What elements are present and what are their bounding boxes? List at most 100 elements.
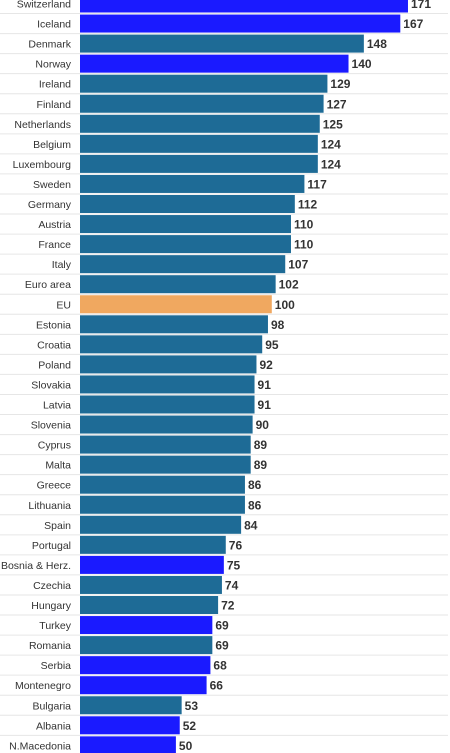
- category-label: N.Macedonia: [9, 740, 71, 752]
- value-label: 86: [248, 498, 262, 512]
- category-label: Czechia: [33, 580, 71, 592]
- bar: [80, 455, 251, 474]
- value-label: 74: [225, 578, 239, 592]
- category-label: Slovakia: [31, 379, 71, 391]
- grid-lines: [0, 13, 448, 736]
- category-label: Romania: [29, 640, 71, 652]
- category-label: Greece: [37, 480, 72, 492]
- value-label: 69: [215, 639, 229, 653]
- category-label: Austria: [38, 219, 71, 231]
- bar: [80, 235, 291, 254]
- category-label: EU: [56, 299, 71, 311]
- value-label: 110: [294, 238, 314, 252]
- bar: [80, 154, 318, 173]
- category-label: Germany: [28, 199, 72, 211]
- bar: [80, 134, 318, 153]
- category-label: Turkey: [39, 620, 71, 632]
- value-label: 68: [213, 659, 227, 673]
- category-label: France: [38, 239, 71, 251]
- bar: [80, 54, 349, 73]
- category-label: Poland: [38, 359, 71, 371]
- value-label: 117: [307, 177, 327, 191]
- value-label: 92: [259, 358, 273, 372]
- value-label: 127: [327, 97, 347, 111]
- category-label: Montenegro: [15, 680, 71, 692]
- value-label: 50: [179, 739, 193, 753]
- bar: [80, 114, 320, 133]
- category-label: Croatia: [37, 339, 71, 351]
- bar: [80, 636, 213, 655]
- bar: [80, 415, 253, 434]
- value-label: 90: [256, 418, 270, 432]
- bar: [80, 736, 176, 753]
- bar: [80, 174, 305, 193]
- bar: [80, 0, 408, 13]
- bar: [80, 575, 222, 594]
- bar: [80, 275, 276, 294]
- category-label: Slovenia: [31, 420, 71, 432]
- value-label: 91: [258, 398, 272, 412]
- bar: [80, 716, 180, 735]
- bar: [80, 335, 263, 354]
- bar: [80, 295, 272, 314]
- value-label: 89: [254, 458, 268, 472]
- labels: Switzerland 171 Iceland 167 Denmark 148 Norway…: [1, 0, 431, 753]
- bar: [80, 616, 213, 635]
- value-label: 124: [321, 137, 341, 151]
- category-label: Belgium: [33, 139, 71, 151]
- value-label: 102: [279, 278, 299, 292]
- value-label: 95: [265, 338, 279, 352]
- category-label: Albania: [36, 720, 71, 732]
- category-label: Serbia: [41, 660, 72, 672]
- category-label: Malta: [45, 460, 71, 472]
- bar: [80, 74, 328, 93]
- bar: [80, 195, 295, 213]
- category-label: Portugal: [32, 540, 71, 552]
- value-label: 53: [185, 699, 199, 713]
- category-label: Bosnia & Herz.: [1, 560, 71, 572]
- bar: [80, 435, 251, 454]
- bar: [80, 475, 245, 494]
- category-label: Latvia: [43, 400, 71, 412]
- bar: [80, 515, 242, 534]
- value-label: 148: [367, 37, 387, 51]
- value-label: 125: [323, 117, 343, 131]
- bar: [80, 34, 364, 53]
- value-label: 69: [215, 619, 229, 633]
- category-label: Sweden: [33, 179, 71, 191]
- value-label: 110: [294, 218, 314, 232]
- value-label: 140: [352, 57, 372, 71]
- bar: [80, 676, 207, 695]
- value-label: 171: [411, 0, 431, 11]
- bar: [80, 555, 224, 574]
- value-label: 98: [271, 318, 285, 332]
- bar: [80, 656, 211, 675]
- category-label: Norway: [35, 59, 71, 71]
- bar: [80, 355, 257, 374]
- value-label: 124: [321, 157, 341, 171]
- bar: [80, 94, 324, 113]
- bar: [80, 255, 286, 274]
- value-label: 129: [330, 77, 350, 91]
- value-label: 107: [288, 258, 308, 272]
- category-label: Finland: [37, 99, 72, 111]
- category-label: Netherlands: [14, 119, 71, 131]
- bar: [80, 315, 268, 334]
- value-label: 52: [183, 719, 197, 733]
- value-label: 72: [221, 599, 235, 613]
- value-label: 66: [210, 679, 224, 693]
- category-label: Luxembourg: [13, 159, 72, 171]
- bar: [80, 395, 255, 414]
- value-label: 89: [254, 438, 268, 452]
- value-label: 112: [298, 198, 318, 212]
- value-label: 75: [227, 558, 241, 572]
- category-label: Ireland: [39, 79, 71, 91]
- category-label: Iceland: [37, 19, 71, 31]
- category-label: Bulgaria: [32, 700, 71, 712]
- category-label: Euro area: [25, 279, 71, 291]
- category-label: Switzerland: [17, 0, 71, 11]
- value-label: 76: [229, 538, 243, 552]
- value-label: 86: [248, 478, 262, 492]
- category-label: Italy: [52, 259, 72, 271]
